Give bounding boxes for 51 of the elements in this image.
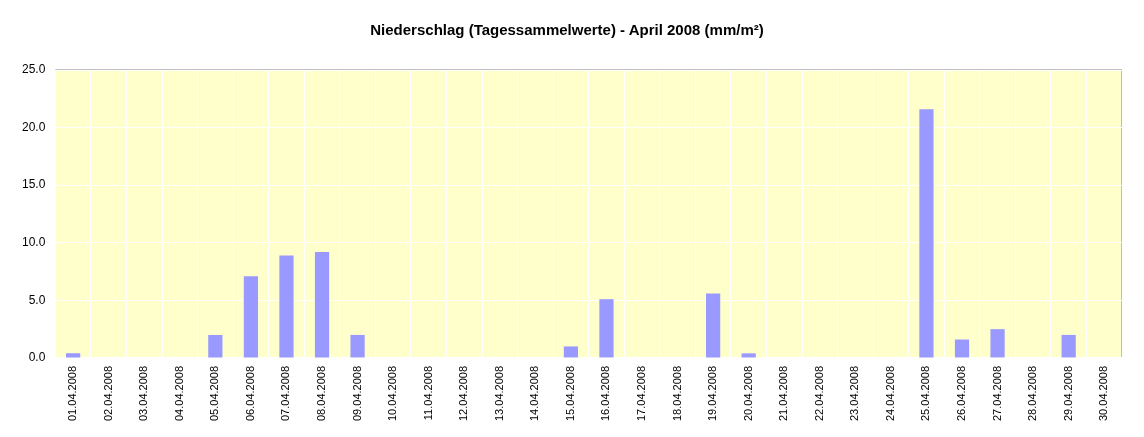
- bar: [208, 334, 223, 358]
- x-tick-label: 30.04.2008: [1097, 365, 1110, 422]
- bar: [954, 339, 970, 358]
- x-tick-label: 04.04.2008: [172, 365, 185, 422]
- bar: [990, 329, 1005, 358]
- bar: [314, 251, 330, 358]
- y-tick-label: 10.0: [22, 235, 46, 250]
- bar: [66, 353, 81, 358]
- x-tick-label: 14.04.2008: [528, 365, 541, 422]
- bar: [243, 276, 259, 358]
- x-tick-label: 22.04.2008: [812, 365, 825, 422]
- x-tick-label: 15.04.2008: [563, 365, 576, 422]
- x-tick-label: 03.04.2008: [137, 365, 150, 422]
- y-tick-label: 25.0: [22, 62, 46, 77]
- bar: [1061, 334, 1076, 358]
- x-tick-label: 13.04.2008: [492, 365, 505, 422]
- x-tick-label: 11.04.2008: [421, 365, 434, 421]
- bar: [563, 346, 579, 358]
- x-tick-label: 28.04.2008: [1026, 365, 1039, 422]
- x-tick-label: 06.04.2008: [243, 365, 256, 422]
- x-tick-label: 05.04.2008: [208, 365, 221, 422]
- x-tick-label: 26.04.2008: [955, 365, 968, 422]
- y-tick-label: 0.0: [28, 350, 46, 365]
- x-tick-label: 07.04.2008: [279, 365, 292, 422]
- bar: [741, 353, 756, 358]
- x-tick-label: 18.04.2008: [670, 365, 683, 422]
- x-tick-label: 17.04.2008: [635, 365, 648, 422]
- bar: [279, 255, 294, 358]
- x-tick-label: 01.04.2008: [66, 365, 79, 422]
- x-tick-label: 19.04.2008: [706, 365, 719, 422]
- x-tick-label: 29.04.2008: [1061, 365, 1074, 422]
- x-tick-label: 20.04.2008: [741, 365, 754, 422]
- x-tick-label: 24.04.2008: [883, 365, 896, 422]
- chart-title: Niederschlag (Tagessammelwerte) - April 2008 (mm/m²): [370, 21, 764, 39]
- x-tick-label: 02.04.2008: [101, 365, 114, 422]
- x-tick-label: 10.04.2008: [386, 365, 399, 422]
- bar: [350, 334, 365, 358]
- x-tick-label: 08.04.2008: [315, 365, 328, 422]
- x-tick-label: 09.04.2008: [350, 365, 363, 422]
- x-tick-label: 27.04.2008: [990, 365, 1003, 422]
- bar: [706, 293, 721, 358]
- bar: [919, 109, 934, 358]
- x-tick-label: 12.04.2008: [457, 365, 470, 422]
- y-tick-label: 5.0: [28, 292, 46, 307]
- y-tick-label: 15.0: [22, 177, 46, 192]
- x-tick-label: 23.04.2008: [848, 365, 861, 422]
- x-tick-label: 25.04.2008: [919, 365, 932, 422]
- x-tick-label: 21.04.2008: [777, 365, 790, 422]
- y-tick-label: 20.0: [22, 119, 46, 134]
- x-tick-label: 16.04.2008: [599, 365, 612, 422]
- bar: [599, 299, 614, 358]
